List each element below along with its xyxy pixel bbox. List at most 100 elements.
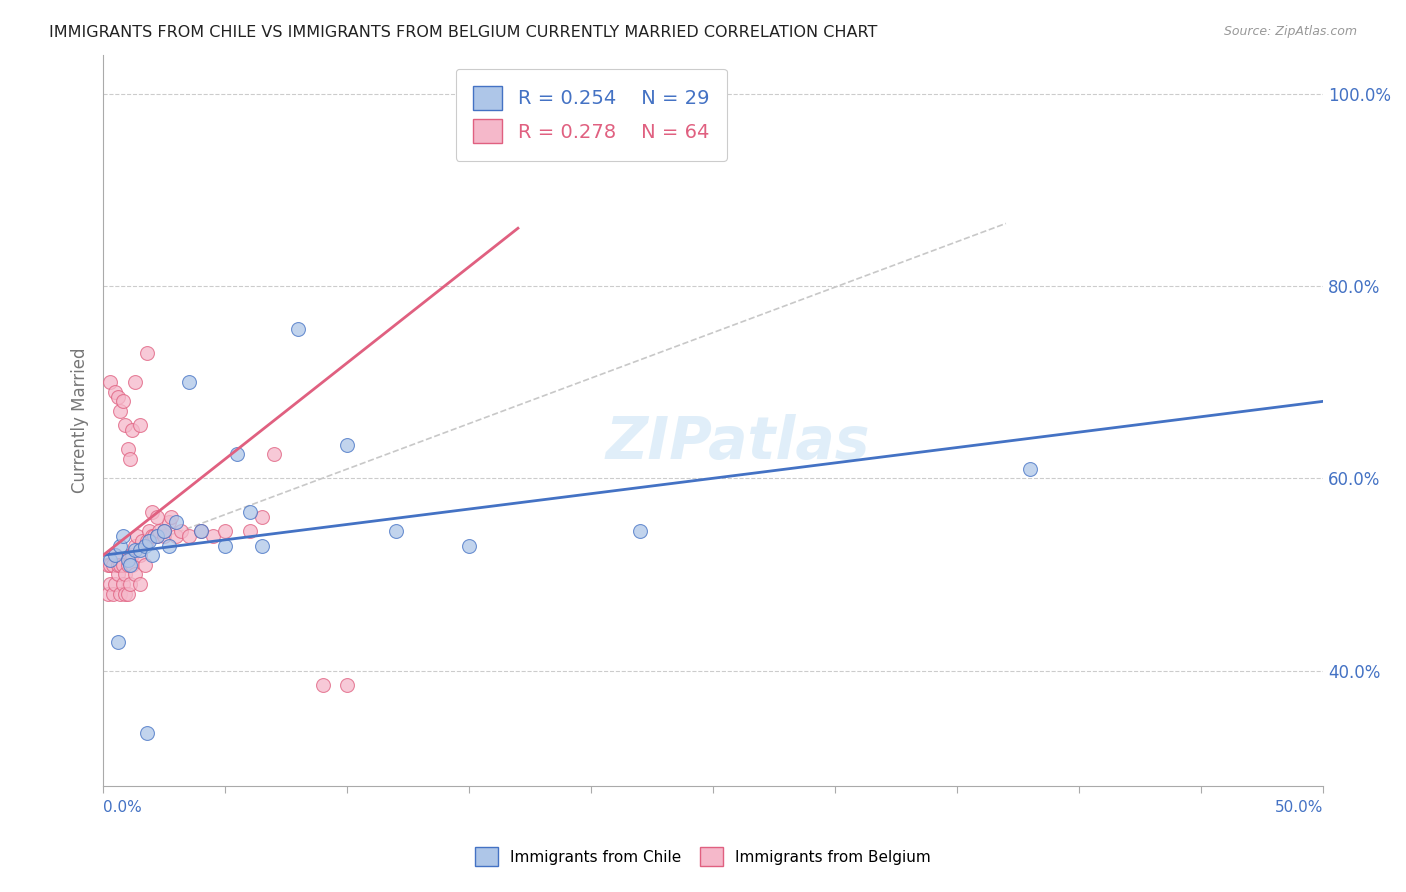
Point	[146, 529, 169, 543]
Point	[143, 529, 166, 543]
Point	[97, 587, 120, 601]
Point	[136, 726, 159, 740]
Point	[136, 346, 159, 360]
Point	[114, 418, 136, 433]
Point	[628, 524, 651, 538]
Point	[138, 524, 160, 538]
Point	[153, 529, 176, 543]
Point	[165, 529, 187, 543]
Point	[121, 423, 143, 437]
Point	[118, 452, 141, 467]
Point	[157, 515, 180, 529]
Point	[118, 548, 141, 562]
Point	[138, 533, 160, 548]
Point	[107, 558, 129, 572]
Point	[134, 539, 156, 553]
Point	[238, 505, 260, 519]
Point	[107, 390, 129, 404]
Point	[101, 587, 124, 601]
Point	[117, 587, 139, 601]
Point	[111, 529, 134, 543]
Y-axis label: Currently Married: Currently Married	[72, 348, 89, 493]
Point	[263, 447, 285, 461]
Point	[127, 529, 149, 543]
Legend: Immigrants from Chile, Immigrants from Belgium: Immigrants from Chile, Immigrants from B…	[468, 839, 938, 873]
Point	[170, 524, 193, 538]
Text: 50.0%: 50.0%	[1275, 800, 1323, 815]
Point	[124, 539, 146, 553]
Point	[108, 539, 131, 553]
Point	[134, 558, 156, 572]
Point	[107, 634, 129, 648]
Point	[177, 529, 200, 543]
Point	[124, 543, 146, 558]
Point	[131, 533, 153, 548]
Point	[121, 558, 143, 572]
Point	[124, 567, 146, 582]
Point	[250, 509, 273, 524]
Point	[141, 505, 163, 519]
Point	[128, 543, 150, 558]
Point	[128, 577, 150, 591]
Point	[146, 509, 169, 524]
Point	[141, 548, 163, 562]
Point	[201, 529, 224, 543]
Text: IMMIGRANTS FROM CHILE VS IMMIGRANTS FROM BELGIUM CURRENTLY MARRIED CORRELATION C: IMMIGRANTS FROM CHILE VS IMMIGRANTS FROM…	[49, 25, 877, 40]
Point	[114, 587, 136, 601]
Point	[190, 524, 212, 538]
Point	[157, 539, 180, 553]
Point	[107, 567, 129, 582]
Point	[117, 558, 139, 572]
Point	[136, 533, 159, 548]
Point	[97, 558, 120, 572]
Point	[146, 529, 169, 543]
Point	[100, 553, 122, 567]
Point	[124, 375, 146, 389]
Point	[111, 577, 134, 591]
Point	[121, 548, 143, 562]
Point	[104, 548, 127, 562]
Legend: R = 0.254    N = 29, R = 0.278    N = 64: R = 0.254 N = 29, R = 0.278 N = 64	[456, 69, 727, 161]
Point	[104, 548, 127, 562]
Point	[128, 418, 150, 433]
Point	[141, 529, 163, 543]
Point	[336, 678, 359, 692]
Point	[177, 375, 200, 389]
Point	[214, 524, 236, 538]
Point	[160, 509, 183, 524]
Point	[214, 539, 236, 553]
Point	[108, 404, 131, 418]
Point	[108, 558, 131, 572]
Point	[101, 558, 124, 572]
Point	[287, 322, 309, 336]
Point	[117, 442, 139, 457]
Point	[108, 587, 131, 601]
Point	[312, 678, 335, 692]
Point	[165, 515, 187, 529]
Point	[104, 577, 127, 591]
Point	[100, 558, 122, 572]
Point	[385, 524, 408, 538]
Point	[190, 524, 212, 538]
Point	[226, 447, 249, 461]
Point	[104, 384, 127, 399]
Point	[250, 539, 273, 553]
Text: Source: ZipAtlas.com: Source: ZipAtlas.com	[1223, 25, 1357, 38]
Point	[118, 577, 141, 591]
Point	[114, 567, 136, 582]
Point	[1019, 461, 1042, 475]
Point	[458, 539, 481, 553]
Point	[336, 437, 359, 451]
Text: 0.0%: 0.0%	[103, 800, 142, 815]
Point	[117, 553, 139, 567]
Point	[153, 524, 176, 538]
Point	[111, 394, 134, 409]
Point	[111, 558, 134, 572]
Point	[100, 375, 122, 389]
Text: ZIPatlas: ZIPatlas	[606, 414, 870, 471]
Point	[238, 524, 260, 538]
Point	[148, 524, 170, 538]
Point	[100, 577, 122, 591]
Point	[118, 558, 141, 572]
Point	[153, 524, 176, 538]
